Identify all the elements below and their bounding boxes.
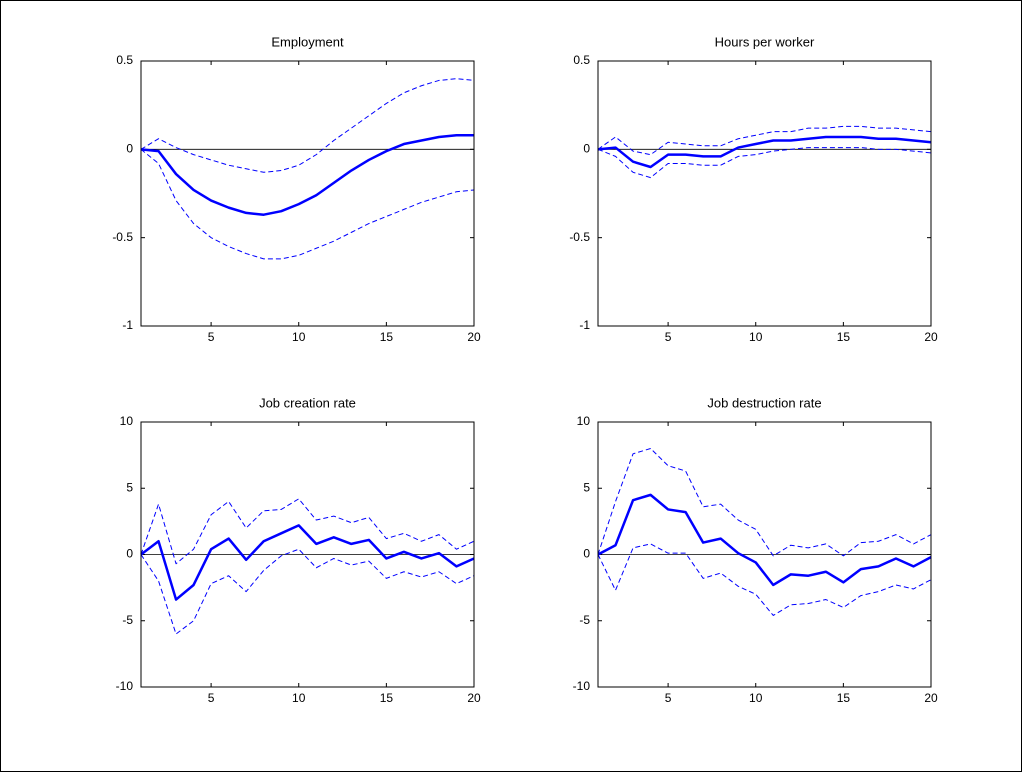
- x-tick-label: 15: [837, 691, 851, 705]
- y-tick-label: 0: [583, 142, 590, 156]
- chart-title: Job creation rate: [259, 395, 356, 410]
- x-tick-label: 5: [208, 330, 215, 344]
- x-tick-label: 15: [837, 330, 851, 344]
- x-tick-label: 10: [749, 330, 763, 344]
- band-line: [140, 548, 475, 635]
- y-tick-label: 0: [126, 142, 133, 156]
- band-line: [597, 125, 932, 156]
- y-tick-label: -1: [122, 318, 133, 332]
- plot-area: [598, 61, 931, 326]
- x-tick-label: 20: [924, 691, 938, 705]
- x-tick-label: 10: [292, 330, 306, 344]
- y-tick-label: 5: [126, 480, 133, 494]
- band-line: [140, 498, 475, 565]
- y-tick-label: 10: [120, 414, 134, 428]
- axes-frame: [140, 421, 475, 688]
- x-tick-label: 20: [467, 691, 481, 705]
- x-tick-label: 15: [380, 691, 394, 705]
- response-line: [140, 524, 475, 601]
- band-line: [140, 148, 475, 260]
- y-tick-label: 10: [577, 414, 591, 428]
- y-tick-label: 0: [126, 547, 133, 561]
- y-tick-label: -1: [579, 318, 590, 332]
- x-tick-label: 5: [665, 691, 672, 705]
- response-line: [140, 133, 474, 216]
- y-tick-label: -10: [116, 679, 134, 693]
- y-tick-label: -5: [122, 613, 133, 627]
- y-tick-label: 5: [583, 480, 590, 494]
- y-tick-label: 0.5: [116, 53, 133, 67]
- axes-frame: [597, 60, 932, 327]
- response-line: [597, 135, 932, 169]
- y-tick-label: 0: [583, 547, 590, 561]
- x-tick-label: 20: [924, 330, 938, 344]
- x-tick-label: 20: [467, 330, 481, 344]
- chart-title: Job destruction rate: [707, 395, 821, 410]
- y-tick-label: -0.5: [112, 230, 133, 244]
- chart-title: Hours per worker: [715, 34, 815, 49]
- x-tick-label: 10: [749, 691, 763, 705]
- band-line: [597, 147, 932, 179]
- y-tick-label: 0.5: [573, 53, 590, 67]
- x-tick-label: 5: [665, 330, 672, 344]
- response-line: [597, 493, 932, 587]
- axes-frame: [140, 60, 475, 327]
- plot-area: [141, 61, 474, 326]
- band-line: [140, 78, 475, 173]
- x-tick-label: 5: [208, 691, 215, 705]
- y-tick-label: -5: [579, 613, 590, 627]
- x-tick-label: 10: [292, 691, 306, 705]
- x-tick-label: 15: [380, 330, 394, 344]
- band-line: [597, 543, 932, 616]
- axes-frame: [597, 421, 932, 688]
- y-tick-label: -10: [573, 679, 591, 693]
- band-line: [597, 448, 932, 557]
- y-tick-label: -0.5: [569, 230, 590, 244]
- chart-title: Employment: [271, 34, 344, 49]
